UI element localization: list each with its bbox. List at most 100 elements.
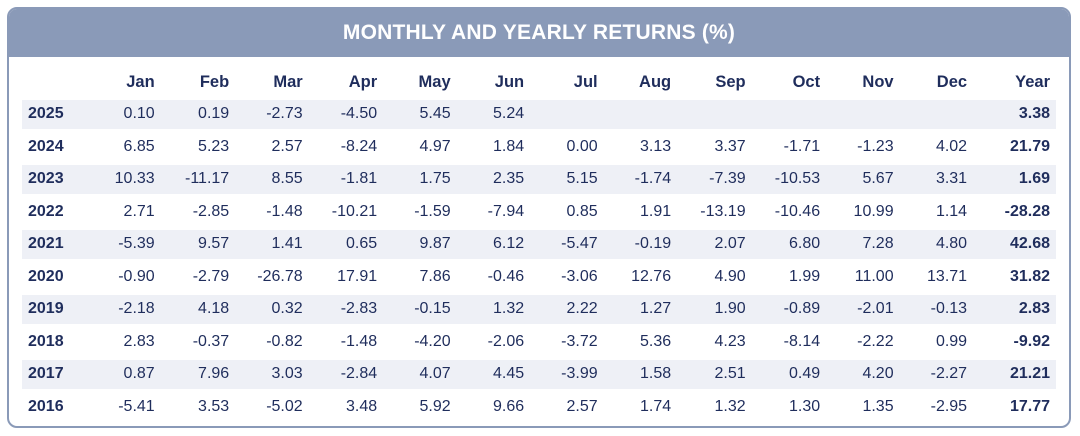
row-year-label: 2021: [22, 230, 86, 259]
month-return-cell: 1.75: [377, 165, 451, 194]
month-return-cell: -1.23: [820, 132, 894, 161]
month-return-cell: -1.48: [229, 197, 303, 226]
row-year-label: 2025: [22, 100, 86, 129]
month-return-cell: 4.20: [820, 360, 894, 389]
row-year-label: 2019: [22, 295, 86, 324]
month-return-cell: -4.50: [302, 100, 378, 129]
row-year-label: 2020: [22, 262, 86, 291]
month-return-cell: 3.13: [597, 132, 672, 161]
month-return-cell: 5.45: [377, 100, 451, 129]
header-month-nov: Nov: [862, 72, 894, 91]
month-return-cell: 5.67: [820, 165, 894, 194]
month-return-cell: 1.32: [671, 392, 746, 421]
month-return-cell: -0.15: [377, 295, 451, 324]
month-return-cell: 1.84: [450, 132, 525, 161]
month-return-cell: 5.24: [450, 100, 525, 129]
header-month-jul: Jul: [573, 72, 598, 91]
month-return-cell: 0.65: [302, 230, 378, 259]
table-row: 2021 -5.39 9.57 1.41 0.65 9.87 6.12 -5.47 -0.19 2…: [22, 230, 1056, 259]
month-return-cell: 3.31: [893, 165, 968, 194]
month-return-cell: 0.85: [524, 197, 598, 226]
month-return-cell: -10.21: [302, 197, 378, 226]
month-return-cell: -2.27: [893, 360, 968, 389]
month-return-cell: 4.90: [671, 262, 746, 291]
year-total-cell: 17.77: [967, 392, 1056, 421]
month-return-cell: 2.35: [450, 165, 525, 194]
month-return-cell: 11.00: [820, 262, 894, 291]
month-return-cell: -2.84: [302, 360, 378, 389]
month-return-cell: 4.97: [377, 132, 451, 161]
month-return-cell: 0.49: [745, 360, 821, 389]
row-year-label: 2017: [22, 360, 86, 389]
month-return-cell: -2.01: [820, 295, 894, 324]
month-return-cell: 12.76: [597, 262, 672, 291]
header-month-mar: Mar: [273, 72, 303, 91]
month-return-cell: 2.22: [524, 295, 598, 324]
month-return-cell: 0.87: [85, 360, 155, 389]
header-month-dec: Dec: [936, 72, 968, 91]
table-row: 2023 10.33 -11.17 8.55 -1.81 1.75 2.35 5.15 -1.7…: [22, 165, 1056, 194]
month-return-cell: -10.46: [745, 197, 821, 226]
month-return-cell: 1.32: [450, 295, 525, 324]
row-year-label: 2022: [22, 197, 86, 226]
table-row: 2022 2.71 -2.85 -1.48 -10.21 -1.59 -7.94 0.85 1.…: [22, 197, 1056, 226]
month-return-cell: 4.18: [154, 295, 230, 324]
row-year-label: 2023: [22, 165, 86, 194]
month-return-cell: 0.99: [893, 327, 968, 356]
header-month-may: May: [418, 72, 451, 91]
month-return-cell: 2.83: [85, 327, 155, 356]
month-return-cell: 3.03: [229, 360, 303, 389]
month-return-cell: -11.17: [154, 165, 230, 194]
month-return-cell: -10.53: [745, 165, 821, 194]
month-return-cell: 4.80: [893, 230, 968, 259]
month-return-cell: 5.23: [154, 132, 230, 161]
month-return-cell: -8.24: [302, 132, 378, 161]
month-return-cell: 7.28: [820, 230, 894, 259]
returns-table: Jan Feb Mar Apr May Jun Jul Aug Sep Oct Nov Dec Year…: [22, 64, 1056, 425]
month-return-cell: -13.19: [671, 197, 746, 226]
header-month-feb: Feb: [199, 72, 230, 91]
year-total-cell: 3.38: [967, 100, 1056, 129]
month-return-cell: 9.66: [450, 392, 525, 421]
year-total-cell: 1.69: [967, 165, 1056, 194]
month-return-cell: -1.74: [597, 165, 672, 194]
month-return-cell: 1.30: [745, 392, 821, 421]
header-month-oct: Oct: [792, 72, 821, 91]
month-return-cell: 9.87: [377, 230, 451, 259]
month-return-cell: 10.33: [85, 165, 155, 194]
month-return-cell: -7.94: [450, 197, 525, 226]
month-return-cell: -2.85: [154, 197, 230, 226]
month-return-cell: [671, 100, 746, 129]
month-return-cell: -0.46: [450, 262, 525, 291]
month-return-cell: 0.10: [85, 100, 155, 129]
month-return-cell: -2.83: [302, 295, 378, 324]
month-return-cell: 4.02: [893, 132, 968, 161]
month-return-cell: -5.41: [85, 392, 155, 421]
month-return-cell: 4.45: [450, 360, 525, 389]
month-return-cell: 1.90: [671, 295, 746, 324]
month-return-cell: -2.79: [154, 262, 230, 291]
header-year-total: Year: [1015, 72, 1050, 91]
month-return-cell: 2.07: [671, 230, 746, 259]
month-return-cell: -26.78: [229, 262, 303, 291]
table-row: 2020 -0.90 -2.79 -26.78 17.91 7.86 -0.46 -3.06 1…: [22, 262, 1056, 291]
month-return-cell: 3.37: [671, 132, 746, 161]
month-return-cell: -2.18: [85, 295, 155, 324]
table-row: 2018 2.83 -0.37 -0.82 -1.48 -4.20 -2.06 -3.72 5.…: [22, 327, 1056, 356]
month-return-cell: -0.37: [154, 327, 230, 356]
month-return-cell: 5.92: [377, 392, 451, 421]
month-return-cell: -4.20: [377, 327, 451, 356]
month-return-cell: -2.06: [450, 327, 525, 356]
month-return-cell: -1.71: [745, 132, 821, 161]
month-return-cell: -1.81: [302, 165, 378, 194]
month-return-cell: 2.57: [524, 392, 598, 421]
month-return-cell: -2.22: [820, 327, 894, 356]
month-return-cell: 2.57: [229, 132, 303, 161]
table-row: 2016 -5.41 3.53 -5.02 3.48 5.92 9.66 2.57 1.74 1.…: [22, 392, 1056, 421]
month-return-cell: 0.32: [229, 295, 303, 324]
month-return-cell: 1.91: [597, 197, 672, 226]
month-return-cell: -5.47: [524, 230, 598, 259]
year-total-cell: 42.68: [967, 230, 1056, 259]
month-return-cell: 6.80: [745, 230, 821, 259]
month-return-cell: 3.48: [302, 392, 378, 421]
